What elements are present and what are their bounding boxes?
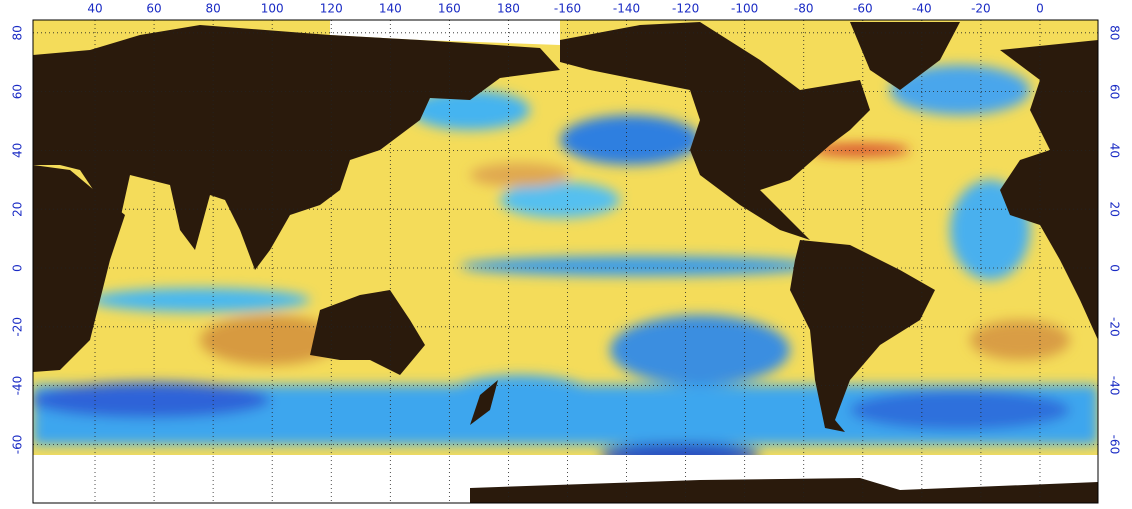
left-tick-label: -20: [11, 317, 25, 337]
right-tick-label: 0: [1108, 264, 1122, 272]
left-tick-label: -40: [11, 376, 25, 396]
top-tick-label: -140: [613, 2, 640, 16]
top-tick-label: -100: [731, 2, 758, 16]
top-tick-label: 100: [261, 2, 284, 16]
right-tick-label: -20: [1108, 317, 1122, 337]
north-america: [560, 22, 870, 240]
africa-east: [33, 165, 125, 372]
top-tick-label: 80: [205, 2, 220, 16]
top-tick-label: -40: [912, 2, 932, 16]
antarctica: [470, 478, 1098, 503]
left-tick-label: 80: [11, 25, 25, 40]
new-zealand: [470, 380, 498, 425]
top-tick-label: 0: [1036, 2, 1044, 16]
right-tick-label: 20: [1108, 202, 1122, 217]
right-tick-label: 60: [1108, 84, 1122, 99]
europe-africa-west: [1000, 40, 1098, 340]
top-tick-label: -120: [672, 2, 699, 16]
left-tick-label: 20: [11, 202, 25, 217]
eurasia: [33, 25, 560, 270]
map-image: [33, 20, 1098, 503]
top-tick-label: 140: [379, 2, 402, 16]
top-tick-label: 180: [497, 2, 520, 16]
right-tick-label: -60: [1108, 435, 1122, 455]
top-tick-label: 120: [320, 2, 343, 16]
top-tick-label: -60: [853, 2, 873, 16]
map-frame: [32, 19, 1099, 504]
left-tick-label: 0: [11, 264, 25, 272]
top-tick-label: 60: [146, 2, 161, 16]
right-tick-label: 80: [1108, 25, 1122, 40]
top-tick-label: -20: [971, 2, 991, 16]
top-tick-label: -80: [794, 2, 814, 16]
left-tick-label: -60: [11, 435, 25, 455]
graticule: 40 60 80 100 120 140 160 180 -160 -140 -120 -100 -80…: [11, 2, 1122, 503]
left-tick-label: 40: [11, 143, 25, 158]
left-tick-label: 60: [11, 84, 25, 99]
top-tick-label: -160: [554, 2, 581, 16]
right-tick-label: 40: [1108, 143, 1122, 158]
top-tick-label: 40: [87, 2, 102, 16]
right-tick-label: -40: [1108, 376, 1122, 396]
australia: [310, 290, 425, 375]
greenland: [850, 22, 960, 90]
top-tick-label: 160: [438, 2, 461, 16]
